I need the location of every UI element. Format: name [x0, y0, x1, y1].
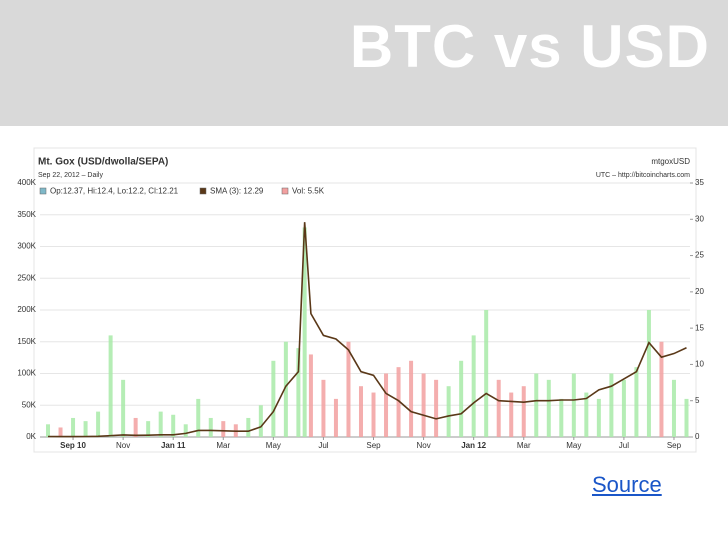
volume-bar — [158, 411, 163, 437]
volume-bar — [434, 379, 439, 437]
volume-bar — [146, 421, 151, 437]
volume-bar — [609, 373, 614, 437]
volume-bar — [133, 417, 138, 437]
volume-bar — [183, 424, 188, 437]
y-tick-label: 100K — [17, 369, 36, 378]
volume-bar — [58, 427, 63, 437]
volume-bar — [221, 421, 226, 437]
y-tick-label: 0K — [26, 432, 36, 441]
volume-bar — [584, 392, 589, 437]
legend-swatch — [39, 187, 47, 195]
volume-bar — [384, 373, 389, 437]
volume-bar — [421, 373, 426, 437]
volume-bar — [459, 360, 464, 437]
volume-bar — [634, 367, 639, 437]
volume-bar — [246, 417, 251, 437]
volume-bar — [258, 405, 263, 437]
volume-bar — [646, 310, 651, 437]
volume-bar — [196, 398, 201, 437]
volume-bar — [208, 417, 213, 437]
y2-tick-label: 0 — [695, 432, 700, 441]
volume-bar — [83, 421, 88, 437]
legend-swatch — [281, 187, 289, 195]
volume-bar — [496, 379, 501, 437]
volume-bar — [471, 335, 476, 437]
y2-tick-label: 20 — [695, 287, 704, 296]
x-tick-label: Sep — [366, 441, 381, 450]
y-tick-label: 400K — [17, 178, 36, 187]
volume-bar — [659, 341, 664, 437]
volume-bar — [446, 386, 451, 437]
volume-bar — [534, 373, 539, 437]
volume-bar — [684, 398, 689, 437]
y-tick-label: 150K — [17, 337, 36, 346]
x-tick-label: Sep 10 — [60, 441, 86, 450]
x-tick-label: Jan 11 — [161, 441, 186, 450]
volume-bar — [321, 379, 326, 437]
legend-label: Op:12.37, Hi:12.4, Lo:12.2, Cl:12.21 — [50, 187, 179, 196]
x-tick-label: Mar — [517, 441, 531, 450]
volume-bar — [283, 341, 288, 437]
y-tick-label: 50K — [22, 400, 37, 409]
price-line — [48, 222, 687, 438]
volume-bar — [302, 227, 307, 437]
x-tick-label: Sep — [667, 441, 682, 450]
volume-bar — [371, 392, 376, 437]
volume-bar — [96, 411, 101, 437]
legend-label: SMA (3): 12.29 — [210, 187, 264, 196]
y2-tick-label: 30 — [695, 214, 704, 223]
legend-label: Vol: 5.5K — [292, 187, 325, 196]
volume-bar — [71, 417, 76, 437]
volume-bar — [333, 398, 338, 437]
volume-bar — [108, 335, 113, 437]
x-tick-label: Nov — [416, 441, 430, 450]
source-link[interactable]: Source — [592, 472, 662, 497]
volume-bar — [546, 379, 551, 437]
chart-subtitle: Sep 22, 2012 – Daily — [38, 172, 103, 179]
x-tick-label: May — [566, 441, 581, 450]
volume-bar — [171, 414, 176, 437]
x-tick-label: Jul — [619, 441, 629, 450]
y2-tick-label: 25 — [695, 251, 704, 260]
volume-bar — [358, 386, 363, 437]
slide-title: BTC vs USD — [349, 13, 710, 80]
y2-tick-label: 10 — [695, 360, 704, 369]
symbol: mtgoxUSD — [651, 157, 690, 166]
volume-bar — [296, 348, 301, 437]
x-tick-label: May — [266, 441, 281, 450]
legend-swatch — [199, 187, 207, 195]
x-tick-label: Nov — [116, 441, 130, 450]
x-tick-label: Mar — [216, 441, 230, 450]
volume-bar — [621, 379, 626, 437]
y-tick-label: 300K — [17, 242, 36, 251]
attribution: UTC – http://bitcoincharts.com — [596, 172, 690, 179]
volume-bar — [671, 379, 676, 437]
y-tick-label: 250K — [17, 273, 36, 282]
volume-bar — [121, 379, 126, 437]
y2-tick-label: 35 — [695, 178, 704, 187]
title-banner — [0, 0, 728, 126]
y2-tick-label: 5 — [695, 396, 700, 405]
volume-bar — [509, 392, 514, 437]
volume-bar — [46, 424, 51, 437]
x-tick-label: Jan 12 — [461, 441, 486, 450]
volume-bar — [409, 360, 414, 437]
chart-title: Mt. Gox (USD/dwolla/SEPA) — [38, 157, 168, 168]
volume-bar — [308, 354, 313, 437]
volume-bar — [571, 373, 576, 437]
volume-bar — [559, 398, 564, 437]
volume-bar — [271, 360, 276, 437]
volume-bar — [484, 310, 489, 437]
x-tick-label: Jul — [318, 441, 328, 450]
volume-bar — [346, 341, 351, 437]
y-tick-label: 350K — [17, 210, 36, 219]
volume-bar — [521, 386, 526, 437]
y-tick-label: 200K — [17, 305, 36, 314]
y2-tick-label: 15 — [695, 323, 704, 332]
volume-bar — [396, 367, 401, 437]
volume-bar — [596, 398, 601, 437]
